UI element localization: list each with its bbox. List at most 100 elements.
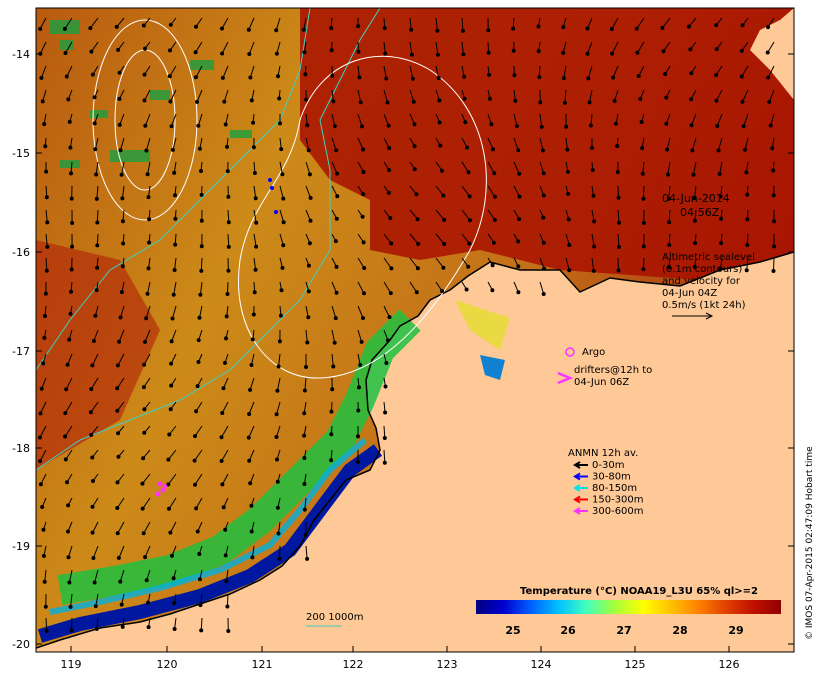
velocity-arrow <box>121 185 125 199</box>
velocity-arrow-head <box>610 51 615 56</box>
velocity-arrow-head <box>383 51 388 56</box>
velocity-arrow-head <box>39 75 44 80</box>
velocity-arrow-head <box>616 268 621 273</box>
velocity-arrow-head <box>714 47 719 52</box>
velocity-arrow-head <box>281 243 286 248</box>
velocity-arrow-head <box>143 46 147 51</box>
velocity-arrow <box>746 257 749 271</box>
velocity-arrow-head <box>166 482 171 487</box>
velocity-arrow-head <box>358 363 363 367</box>
velocity-arrow-head <box>441 193 446 198</box>
colorbar-tick-label: 29 <box>728 624 743 637</box>
velocity-arrow <box>383 281 392 294</box>
velocity-arrow-head <box>689 71 694 76</box>
velocity-arrow-head <box>766 75 771 80</box>
velocity-arrow-head <box>461 52 466 57</box>
velocity-arrow-head <box>66 529 70 534</box>
velocity-arrow-head <box>142 72 147 77</box>
velocity-arrow <box>617 233 620 248</box>
velocity-arrow-head <box>220 51 225 56</box>
velocity-arrow-head <box>94 288 99 293</box>
velocity-arrow <box>716 113 723 127</box>
velocity-arrow-head <box>331 99 336 104</box>
velocity-arrow-head <box>196 338 201 343</box>
isobath-1000m <box>36 8 311 371</box>
velocity-arrow-head <box>640 171 645 176</box>
velocity-arrow-head <box>93 313 98 318</box>
velocity-arrow <box>173 281 177 295</box>
velocity-arrow <box>383 425 386 439</box>
velocity-arrow-head <box>592 219 597 224</box>
velocity-arrow-head <box>280 265 285 270</box>
velocity-arrow-head <box>116 47 121 52</box>
velocity-arrow-head <box>586 76 591 81</box>
velocity-arrow-head <box>169 383 174 388</box>
velocity-arrow-head <box>44 268 49 273</box>
velocity-arrow-head <box>305 123 310 128</box>
velocity-arrow-head <box>467 194 472 199</box>
velocity-arrow-head <box>665 147 670 152</box>
velocity-arrow <box>142 473 151 484</box>
velocity-arrow-head <box>356 49 361 54</box>
longitude-axis: 119 120 121 122 123 124 125 126 <box>61 646 740 671</box>
velocity-arrow-head <box>169 339 174 344</box>
velocity-arrow <box>71 617 73 631</box>
velocity-arrow <box>693 161 697 175</box>
velocity-arrow-head <box>70 221 75 225</box>
velocity-arrow-head <box>247 52 252 56</box>
velocity-arrow-head <box>741 124 746 129</box>
velocity-arrow-head <box>197 552 202 556</box>
velocity-arrow-head <box>38 459 43 464</box>
velocity-arrow-head <box>246 435 251 440</box>
velocity-arrow-head <box>302 411 307 416</box>
velocity-arrow <box>487 209 496 221</box>
velocity-arrow-head <box>639 120 644 124</box>
velocity-arrow-head <box>281 220 286 225</box>
velocity-arrow-head <box>641 196 646 201</box>
velocity-arrow-head <box>226 194 231 199</box>
velocity-arrow-head <box>42 335 47 340</box>
velocity-arrow <box>172 305 177 319</box>
velocity-arrow-head <box>640 146 645 151</box>
velocity-arrow <box>617 257 619 271</box>
velocity-arrow-head <box>117 96 122 101</box>
velocity-arrow-head <box>219 435 224 440</box>
velocity-arrow <box>171 113 177 127</box>
velocity-arrow-head <box>714 23 719 28</box>
velocity-arrow <box>636 41 645 53</box>
velocity-arrow-head <box>115 386 120 391</box>
velocity-arrow-head <box>438 143 443 148</box>
velocity-arrow-head <box>146 195 151 200</box>
velocity-arrow-head <box>538 100 543 105</box>
velocity-arrow-head <box>513 98 518 103</box>
velocity-arrow-head <box>67 119 72 124</box>
velocity-arrow <box>145 137 151 151</box>
velocity-arrow-head <box>277 339 282 344</box>
velocity-arrow-head <box>251 145 256 150</box>
velocity-arrow-head <box>561 25 566 30</box>
velocity-arrow-head <box>664 95 669 100</box>
velocity-arrow-head <box>222 99 227 104</box>
velocity-arrow-head <box>43 604 48 609</box>
argo-label: Argo <box>582 347 605 358</box>
velocity-arrow-head <box>356 459 360 464</box>
velocity-arrow-head <box>141 385 146 390</box>
argo-legend: Argo <box>565 347 605 358</box>
colorbar-title: Temperature (°C) NOAA19_L3U 65% ql>=2 <box>520 586 758 597</box>
velocity-arrow <box>331 305 337 319</box>
velocity-arrow-head <box>303 532 308 537</box>
velocity-arrow-head <box>198 292 203 297</box>
velocity-arrow-head <box>691 172 696 177</box>
velocity-arrow <box>169 89 177 102</box>
velocity-arrow <box>305 329 308 343</box>
velocity-arrow-head <box>170 553 174 558</box>
velocity-arrow-head <box>330 73 335 78</box>
velocity-arrow-head <box>119 290 124 295</box>
velocity-arrow-head <box>142 430 147 435</box>
velocity-arrow <box>591 233 595 247</box>
velocity-arrow-head <box>465 145 469 150</box>
velocity-arrow-head <box>226 268 231 273</box>
velocity-arrow-head <box>172 170 177 175</box>
velocity-arrow-head <box>739 74 744 79</box>
velocity-arrow-head <box>740 23 745 28</box>
